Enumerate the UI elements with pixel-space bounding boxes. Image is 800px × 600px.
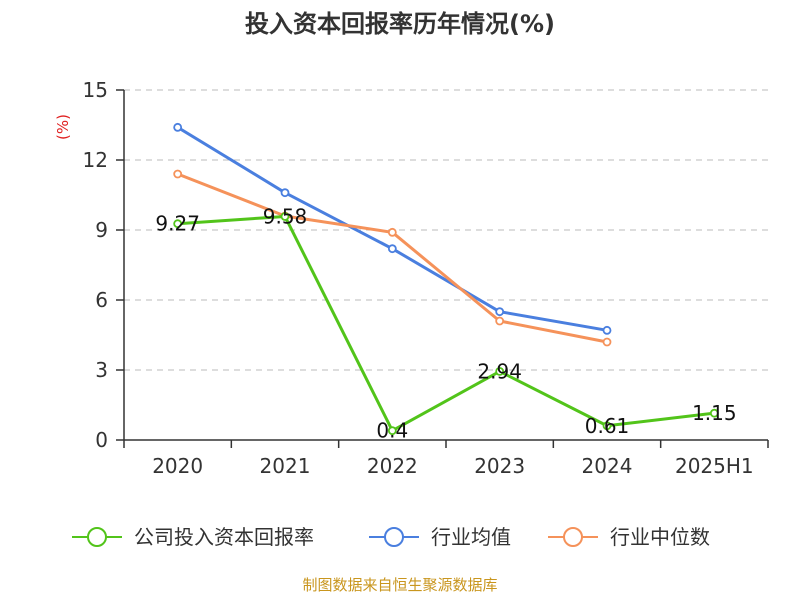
legend-label-company: 公司投入资本回报率 <box>134 525 314 549</box>
x-tick-label: 2021 <box>260 454 311 478</box>
legend-item-industry-median[interactable]: 行业中位数 <box>548 525 710 549</box>
y-tick-label: 6 <box>95 288 108 312</box>
x-tick-label: 2023 <box>474 454 525 478</box>
legend-label-industry-median: 行业中位数 <box>610 525 710 549</box>
y-tick-label: 0 <box>95 428 108 452</box>
y-axis-unit: (%) <box>54 114 72 140</box>
x-tick-label: 2022 <box>367 454 418 478</box>
legend-item-industry-avg[interactable]: 行业均值 <box>369 525 511 549</box>
data-point-industry-avg[interactable] <box>173 122 183 132</box>
data-point-industry-avg[interactable] <box>602 325 612 335</box>
data-label-company: 0.4 <box>376 419 408 443</box>
legend-label-industry-avg: 行业均值 <box>431 525 511 549</box>
y-tick-labels: 0 3 6 9 12 15 <box>83 78 108 452</box>
data-point-industry-avg[interactable] <box>495 307 505 317</box>
series-lines <box>173 122 719 436</box>
x-tick-label: 2020 <box>152 454 203 478</box>
series-line-company <box>177 214 715 433</box>
data-label-company: 9.58 <box>263 204 308 228</box>
data-point-industry-median[interactable] <box>495 316 505 326</box>
data-point-industry-avg[interactable] <box>280 188 290 198</box>
data-point-company[interactable] <box>280 212 290 221</box>
data-label-company: 2.94 <box>477 359 522 383</box>
data-point-industry-avg[interactable] <box>387 244 397 254</box>
legend-item-company[interactable]: 公司投入资本回报率 <box>72 525 314 549</box>
y-tick-label: 12 <box>83 148 108 172</box>
legend-marker-industry-avg <box>384 527 404 547</box>
data-point-company[interactable] <box>173 219 183 229</box>
series-line-industry-median <box>177 172 608 344</box>
source-note: 制图数据来自恒生聚源数据库 <box>302 576 497 594</box>
chart-title: 投入资本回报率历年情况(%) <box>245 10 555 38</box>
x-tick-label: 2025H1 <box>675 454 754 478</box>
data-point-company[interactable] <box>495 366 505 376</box>
data-label-company: 1.15 <box>692 401 737 425</box>
axes <box>116 89 769 448</box>
data-point-industry-median[interactable] <box>387 227 397 237</box>
x-tick-labels: 2020 2021 2022 2023 2024 2025H1 <box>152 454 753 478</box>
grid-lines <box>124 89 768 371</box>
data-point-company[interactable] <box>602 421 612 431</box>
x-tick-label: 2024 <box>582 454 633 478</box>
data-point-company[interactable] <box>387 426 397 436</box>
legend-marker-company <box>87 527 107 547</box>
y-tick-label: 15 <box>83 78 108 102</box>
y-tick-label: 9 <box>95 218 108 242</box>
data-point-company[interactable] <box>709 408 719 418</box>
legend: 公司投入资本回报率 行业均值 行业中位数 <box>72 525 710 549</box>
data-labels: 9.27 9.58 0.4 2.94 0.61 1.15 <box>155 204 736 442</box>
data-label-company: 9.27 <box>155 212 200 236</box>
data-point-industry-median[interactable] <box>602 337 612 347</box>
data-label-company: 0.61 <box>585 414 630 438</box>
legend-marker-industry-median <box>563 527 583 547</box>
data-point-industry-median[interactable] <box>173 169 183 179</box>
y-tick-label: 3 <box>95 358 108 382</box>
